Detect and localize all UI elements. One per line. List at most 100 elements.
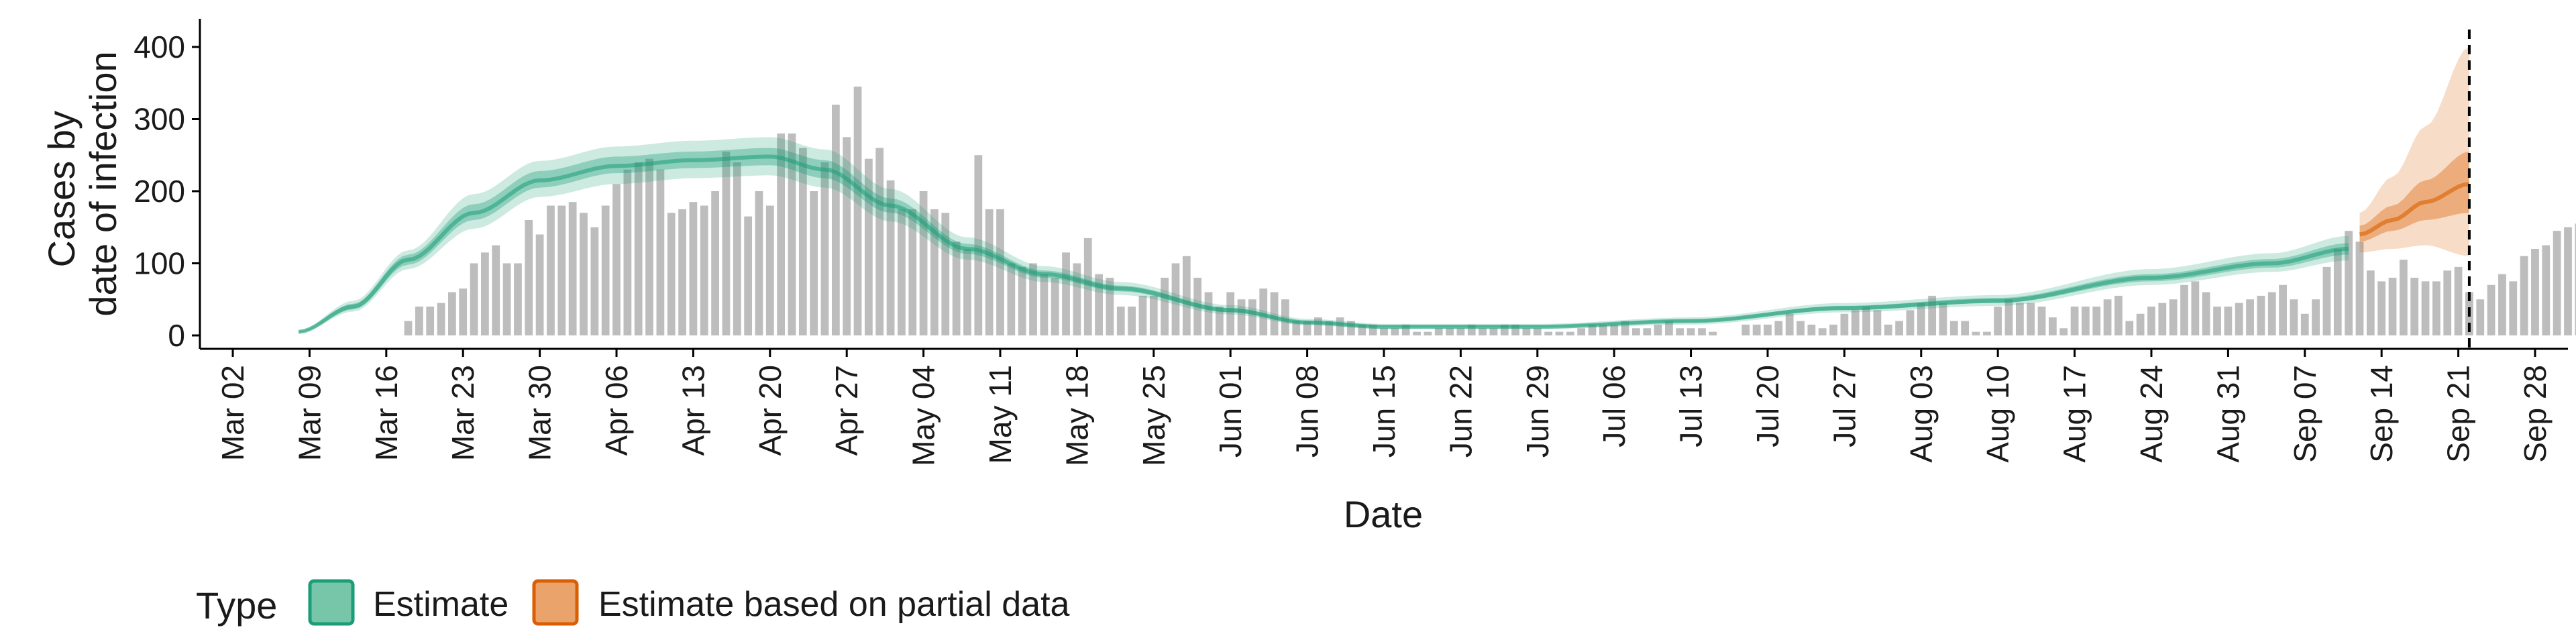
legend-label-partial: Estimate based on partial data — [598, 585, 1070, 624]
bar — [1632, 328, 1640, 335]
bar — [2498, 274, 2506, 336]
bar — [2279, 284, 2287, 335]
bar — [2202, 292, 2210, 335]
x-tick-label: Aug 24 — [2134, 365, 2169, 463]
bar — [1040, 274, 1049, 336]
bar — [2421, 281, 2430, 336]
bar — [1479, 328, 1487, 335]
bar — [2082, 307, 2090, 335]
bar — [930, 209, 938, 336]
bar — [1413, 331, 1421, 336]
bar — [1446, 328, 1454, 335]
bar — [623, 169, 632, 335]
bar — [481, 252, 489, 336]
bar — [1939, 303, 1947, 336]
partial-estimate-series — [2359, 47, 2470, 256]
bar — [1588, 324, 1597, 336]
bar — [1774, 321, 1783, 335]
bar — [1325, 321, 1334, 335]
bar — [1456, 328, 1465, 335]
y-axis-ticks: 0 100 200 300 400 — [133, 30, 200, 353]
x-tick-label: Jun 22 — [1443, 365, 1478, 458]
x-tick-label: Jul 13 — [1674, 365, 1709, 447]
bar — [580, 213, 588, 335]
bar — [1994, 307, 2002, 335]
estimate-series — [298, 137, 2349, 334]
bar — [1654, 324, 1662, 336]
bar — [1259, 288, 1268, 336]
bar — [919, 191, 928, 335]
bar — [2300, 313, 2309, 335]
y-tick-label: 100 — [133, 246, 185, 281]
legend: Type Estimate Estimate based on partial … — [196, 579, 1070, 627]
bar — [1577, 328, 1586, 335]
bar — [601, 205, 610, 335]
legend-key-partial — [532, 579, 579, 626]
bar — [426, 307, 435, 335]
bar — [798, 148, 807, 335]
bar — [831, 105, 840, 335]
bar — [1544, 331, 1553, 336]
bar — [2487, 284, 2496, 335]
x-tick-label: Sep 14 — [2364, 365, 2399, 463]
partial-median-line — [2359, 182, 2470, 237]
bar — [1489, 328, 1498, 335]
bar — [2180, 284, 2188, 335]
bar — [2136, 313, 2145, 335]
bar — [2542, 245, 2551, 336]
bar — [2553, 231, 2561, 336]
bar — [1741, 324, 1750, 336]
bar — [1161, 278, 1169, 335]
bar — [1347, 321, 1355, 335]
x-tick-label: Mar 30 — [523, 365, 557, 461]
x-tick-label: Jul 20 — [1750, 365, 1785, 447]
x-tick-label: Jul 06 — [1597, 365, 1631, 447]
x-tick-label: Jun 29 — [1520, 365, 1555, 458]
bar — [952, 241, 961, 335]
bar — [2531, 249, 2539, 335]
bar — [525, 220, 533, 335]
bar — [1643, 328, 1652, 335]
bar — [1709, 331, 1717, 336]
bar — [1862, 307, 1870, 335]
bar — [1368, 324, 1377, 336]
bar — [711, 191, 719, 335]
bar — [996, 209, 1004, 336]
bar — [1303, 321, 1311, 335]
bar — [1884, 324, 1892, 336]
x-tick-label: Jun 08 — [1290, 365, 1325, 458]
bar — [557, 205, 566, 335]
bar — [1895, 321, 1903, 335]
bar — [2377, 281, 2386, 336]
bar — [2103, 299, 2112, 335]
bar — [470, 263, 478, 335]
y-tick-label: 300 — [133, 102, 185, 137]
x-tick-label: Aug 03 — [1904, 365, 1939, 463]
bar — [645, 158, 653, 336]
bar — [875, 148, 884, 335]
legend-key-estimate — [308, 579, 355, 626]
bar — [2027, 303, 2035, 336]
bar — [2049, 317, 2057, 336]
bar — [2366, 270, 2375, 335]
y-axis-title-line-2: date of infection — [82, 51, 124, 316]
x-tick-label: Jun 15 — [1366, 365, 1401, 458]
bar — [898, 209, 906, 336]
bar — [2388, 278, 2397, 335]
bar — [2454, 266, 2463, 336]
bar — [1380, 328, 1388, 335]
bar — [1292, 321, 1301, 335]
bar — [722, 151, 731, 336]
bar — [744, 216, 753, 336]
x-tick-label: May 18 — [1059, 365, 1094, 466]
bar — [2410, 278, 2419, 335]
bar — [2333, 249, 2342, 335]
bar — [963, 249, 971, 335]
legend-title: Type — [196, 584, 277, 627]
bar — [1051, 278, 1059, 335]
bar — [2355, 241, 2364, 335]
x-tick-label: Mar 23 — [445, 365, 480, 461]
bar — [788, 133, 796, 335]
bar — [1698, 328, 1706, 335]
